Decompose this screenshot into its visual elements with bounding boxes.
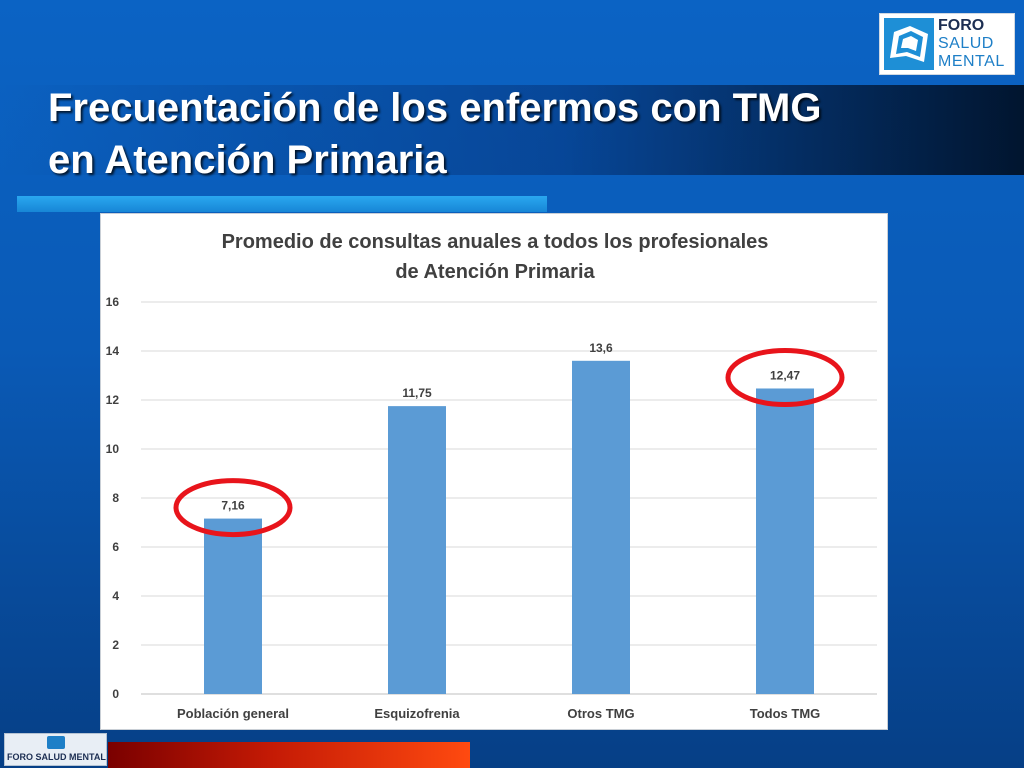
highlight-circle	[173, 478, 293, 538]
y-tick-label: 2	[112, 638, 119, 652]
logo-text-mental: MENTAL	[938, 53, 1005, 70]
y-tick-label: 12	[106, 393, 120, 407]
slide-title-line2: en Atención Primaria	[48, 138, 447, 182]
slide-title: Frecuentación de los enfermos con TMG en…	[48, 82, 948, 186]
bar-chart: Promedio de consultas anuales a todos lo…	[106, 231, 877, 721]
foro-salud-mental-logo-icon	[884, 18, 934, 70]
bar	[204, 518, 262, 694]
slide-title-line1: Frecuentación de los enfermos con TMG	[48, 86, 822, 130]
title-band	[0, 85, 1024, 175]
chart-title-line1: Promedio de consultas anuales a todos lo…	[222, 231, 769, 253]
data-label: 13,6	[589, 341, 613, 355]
x-tick-label: Población general	[177, 706, 289, 721]
chart-title-line2: de Atención Primaria	[395, 261, 595, 283]
foro-salud-mental-logo: FORO SALUD MENTAL	[879, 13, 1015, 75]
x-tick-label: Esquizofrenia	[374, 706, 460, 721]
x-tick-label: Todos TMG	[750, 706, 821, 721]
y-tick-label: 4	[112, 589, 119, 603]
chart-panel: Promedio de consultas anuales a todos lo…	[100, 213, 888, 730]
data-labels: 7,16 11,75 13,6 12,47	[221, 341, 800, 513]
footer-logo-text: FORO SALUD MENTAL	[7, 752, 106, 762]
footer-red-bar	[108, 742, 470, 768]
data-label: 11,75	[402, 386, 432, 400]
footer-logo: FORO SALUD MENTAL	[4, 733, 107, 766]
highlight-circles	[173, 347, 845, 538]
title-underline	[17, 196, 547, 212]
bar	[388, 406, 446, 694]
y-axis-ticks: 0 2 4 6 8 10 12 14 16	[106, 295, 120, 701]
bar	[572, 360, 630, 694]
x-tick-label: Otros TMG	[567, 706, 634, 721]
logo-text-salud: SALUD	[938, 35, 994, 52]
y-tick-label: 6	[112, 540, 119, 554]
y-tick-label: 10	[106, 442, 120, 456]
highlight-circle	[725, 347, 845, 407]
y-tick-label: 8	[112, 491, 119, 505]
y-tick-label: 16	[106, 295, 120, 309]
bars	[204, 360, 814, 694]
footer-logo-icon	[47, 736, 65, 749]
x-axis-labels: Población general Esquizofrenia Otros TMG T…	[177, 706, 820, 721]
data-label: 7,16	[221, 499, 245, 513]
data-label: 12,47	[770, 368, 800, 382]
bar	[756, 388, 814, 694]
y-tick-label: 14	[106, 344, 120, 358]
y-tick-label: 0	[112, 687, 119, 701]
logo-text-foro: FORO	[938, 17, 985, 34]
